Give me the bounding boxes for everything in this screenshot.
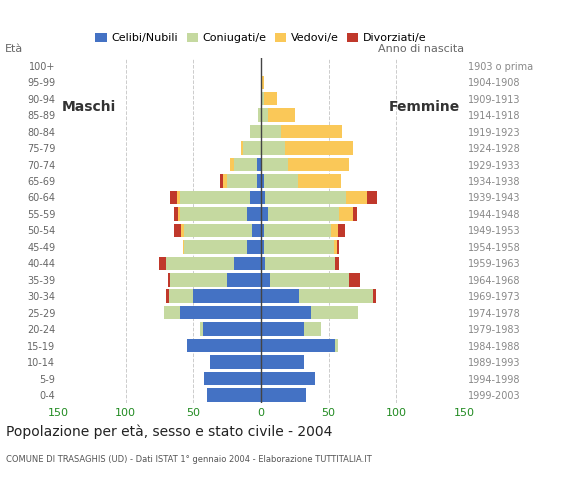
Bar [204,372,261,385]
Bar [179,207,180,221]
Bar [339,207,353,221]
Bar [160,257,166,270]
Text: Femmine: Femmine [389,100,460,114]
Bar [181,224,184,237]
Bar [175,224,181,237]
Bar [169,289,193,303]
Bar [261,191,265,204]
Bar [281,125,342,138]
Bar [168,273,171,287]
Bar [203,323,261,336]
Bar [193,289,261,303]
Bar [261,289,299,303]
Bar [261,372,315,385]
Bar [261,75,264,89]
Bar [304,323,321,336]
Bar [166,289,169,303]
Bar [241,142,244,155]
Bar [187,339,261,352]
Bar [261,174,264,188]
Bar [180,306,261,319]
Bar [257,158,261,171]
Bar [227,174,257,188]
Bar [227,273,261,287]
Bar [346,191,367,204]
Bar [367,191,378,204]
Bar [180,207,248,221]
Bar [220,174,223,188]
Bar [335,257,339,270]
Bar [177,191,180,204]
Text: Maschi: Maschi [62,100,117,114]
Bar [264,224,331,237]
Bar [200,323,203,336]
Bar [261,355,304,369]
Bar [264,240,334,253]
Bar [374,289,376,303]
Bar [184,224,252,237]
Bar [353,207,357,221]
Bar [261,92,264,106]
Bar [261,257,265,270]
Bar [261,388,306,402]
Bar [250,125,261,138]
Bar [164,306,180,319]
Bar [261,142,285,155]
Bar [288,158,349,171]
Bar [184,240,248,253]
Bar [264,92,277,106]
Bar [223,174,227,188]
Bar [331,224,338,237]
Text: Popolazione per età, sesso e stato civile - 2004: Popolazione per età, sesso e stato civil… [6,425,332,439]
Bar [270,273,349,287]
Bar [261,125,281,138]
Bar [248,240,261,253]
Bar [299,289,374,303]
Bar [209,355,261,369]
Bar [180,191,250,204]
Bar [252,224,261,237]
Legend: Celibi/Nubili, Coniugati/e, Vedovi/e, Divorziati/e: Celibi/Nubili, Coniugati/e, Vedovi/e, Di… [91,29,431,48]
Bar [264,174,298,188]
Bar [338,224,345,237]
Bar [248,207,261,221]
Bar [261,158,288,171]
Bar [265,191,346,204]
Bar [265,257,335,270]
Bar [230,158,234,171]
Bar [261,224,264,237]
Bar [349,273,360,287]
Text: Anno di nascita: Anno di nascita [378,44,464,54]
Bar [234,158,257,171]
Bar [250,191,261,204]
Bar [268,108,295,122]
Bar [261,306,311,319]
Bar [175,207,179,221]
Bar [166,257,234,270]
Bar [261,323,304,336]
Bar [334,240,337,253]
Bar [207,388,261,402]
Text: COMUNE DI TRASAGHIS (UD) - Dati ISTAT 1° gennaio 2004 - Elaborazione TUTTITALIA.: COMUNE DI TRASAGHIS (UD) - Dati ISTAT 1°… [6,455,372,464]
Bar [268,207,339,221]
Bar [257,174,261,188]
Bar [335,339,338,352]
Bar [258,108,261,122]
Bar [183,240,184,253]
Bar [171,273,227,287]
Bar [261,339,335,352]
Bar [261,108,268,122]
Bar [298,174,341,188]
Bar [171,191,177,204]
Bar [261,273,270,287]
Text: Età: Età [5,44,23,54]
Bar [285,142,353,155]
Bar [311,306,358,319]
Bar [261,207,268,221]
Bar [337,240,339,253]
Bar [234,257,261,270]
Bar [244,142,261,155]
Bar [261,240,264,253]
